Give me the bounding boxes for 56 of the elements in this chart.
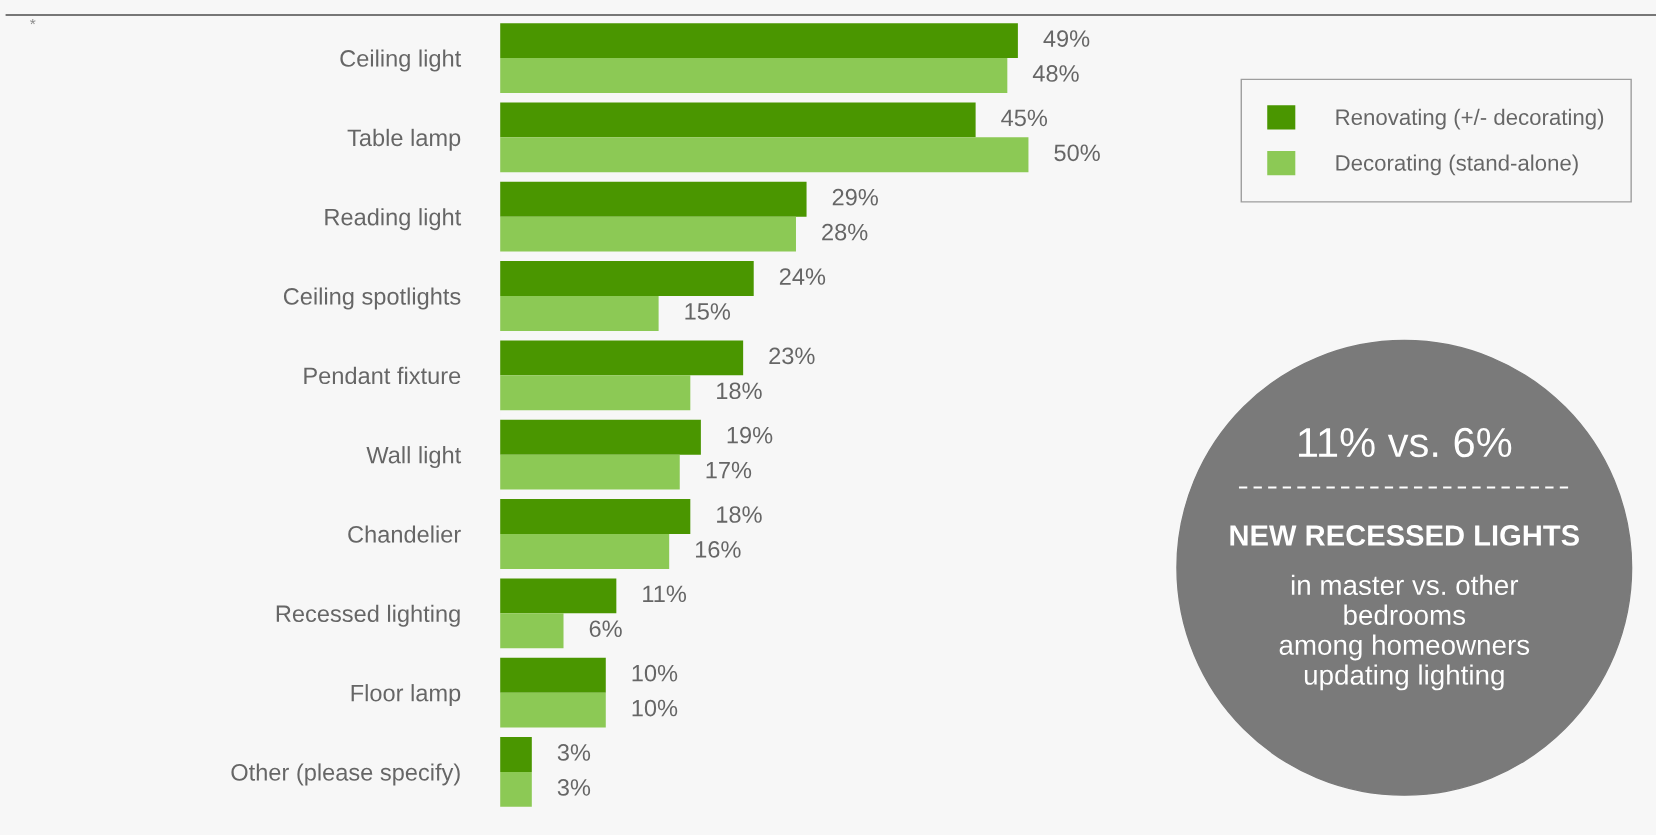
legend-label: Renovating (+/- decorating): [1336, 108, 1604, 130]
data-label: 6%: [589, 620, 622, 638]
legend-label: Decorating (stand-alone): [1336, 154, 1578, 176]
data-label: 15%: [685, 303, 731, 320]
bar: [500, 181, 807, 217]
data-label: 3%: [557, 744, 591, 761]
bar: [500, 771, 532, 807]
data-label: 23%: [769, 347, 815, 365]
data-label: 24%: [779, 268, 826, 285]
data-label: 11%: [643, 585, 687, 603]
text: NEW RECESSED LIGHTS: [1230, 525, 1579, 546]
data-label: 18%: [717, 382, 762, 400]
y-tick-label: Recessed lighting: [276, 604, 460, 627]
data-label: 18%: [717, 506, 762, 523]
data-label: 28%: [822, 223, 868, 241]
data-label: 48%: [1032, 65, 1079, 82]
y-tick-label: Wall light: [366, 446, 462, 469]
bar: [500, 296, 659, 331]
bar: [500, 657, 606, 693]
data-label: 29%: [832, 188, 878, 206]
data-label: 49%: [1043, 30, 1090, 47]
y-tick-label: Table lamp: [347, 128, 461, 151]
y-tick-label: Other (please specify): [231, 763, 460, 786]
bar: [500, 102, 976, 138]
bar: [500, 216, 796, 252]
y-tick-label: Chandelier: [348, 525, 461, 543]
data-label: 16%: [695, 541, 741, 558]
bar: [500, 737, 532, 772]
data-label: 3%: [557, 779, 591, 796]
y-tick-label: Ceiling spotlights: [283, 287, 461, 310]
data-label: 10%: [632, 699, 678, 717]
text: in master vs. other bedrooms among homeowners updating lighting: [1279, 574, 1530, 691]
data-label: 45%: [1001, 109, 1048, 127]
bar: [500, 340, 744, 376]
data-label: 50%: [1054, 144, 1100, 162]
bar: [500, 58, 1008, 93]
bar: [500, 578, 617, 614]
y-tick-label: Reading light: [325, 208, 462, 231]
data-label: 10%: [632, 664, 678, 682]
bar: [500, 23, 1018, 59]
bar: [500, 692, 606, 728]
bar: [500, 419, 701, 455]
bar: [500, 499, 691, 534]
text: 11% vs. 6%: [1299, 427, 1512, 458]
bar: [500, 375, 691, 411]
data-label: 17%: [706, 461, 752, 479]
data-label: 19%: [727, 426, 773, 444]
bar: [500, 454, 680, 490]
y-tick-label: Pendant fixture: [304, 366, 461, 385]
y-tick-label: Ceiling light: [340, 49, 462, 72]
bar: [500, 137, 1029, 173]
text: *: [30, 18, 36, 25]
y-tick-label: Floor lamp: [351, 684, 461, 707]
bar: [500, 261, 754, 297]
bar: [500, 613, 564, 649]
bar: [500, 533, 670, 569]
